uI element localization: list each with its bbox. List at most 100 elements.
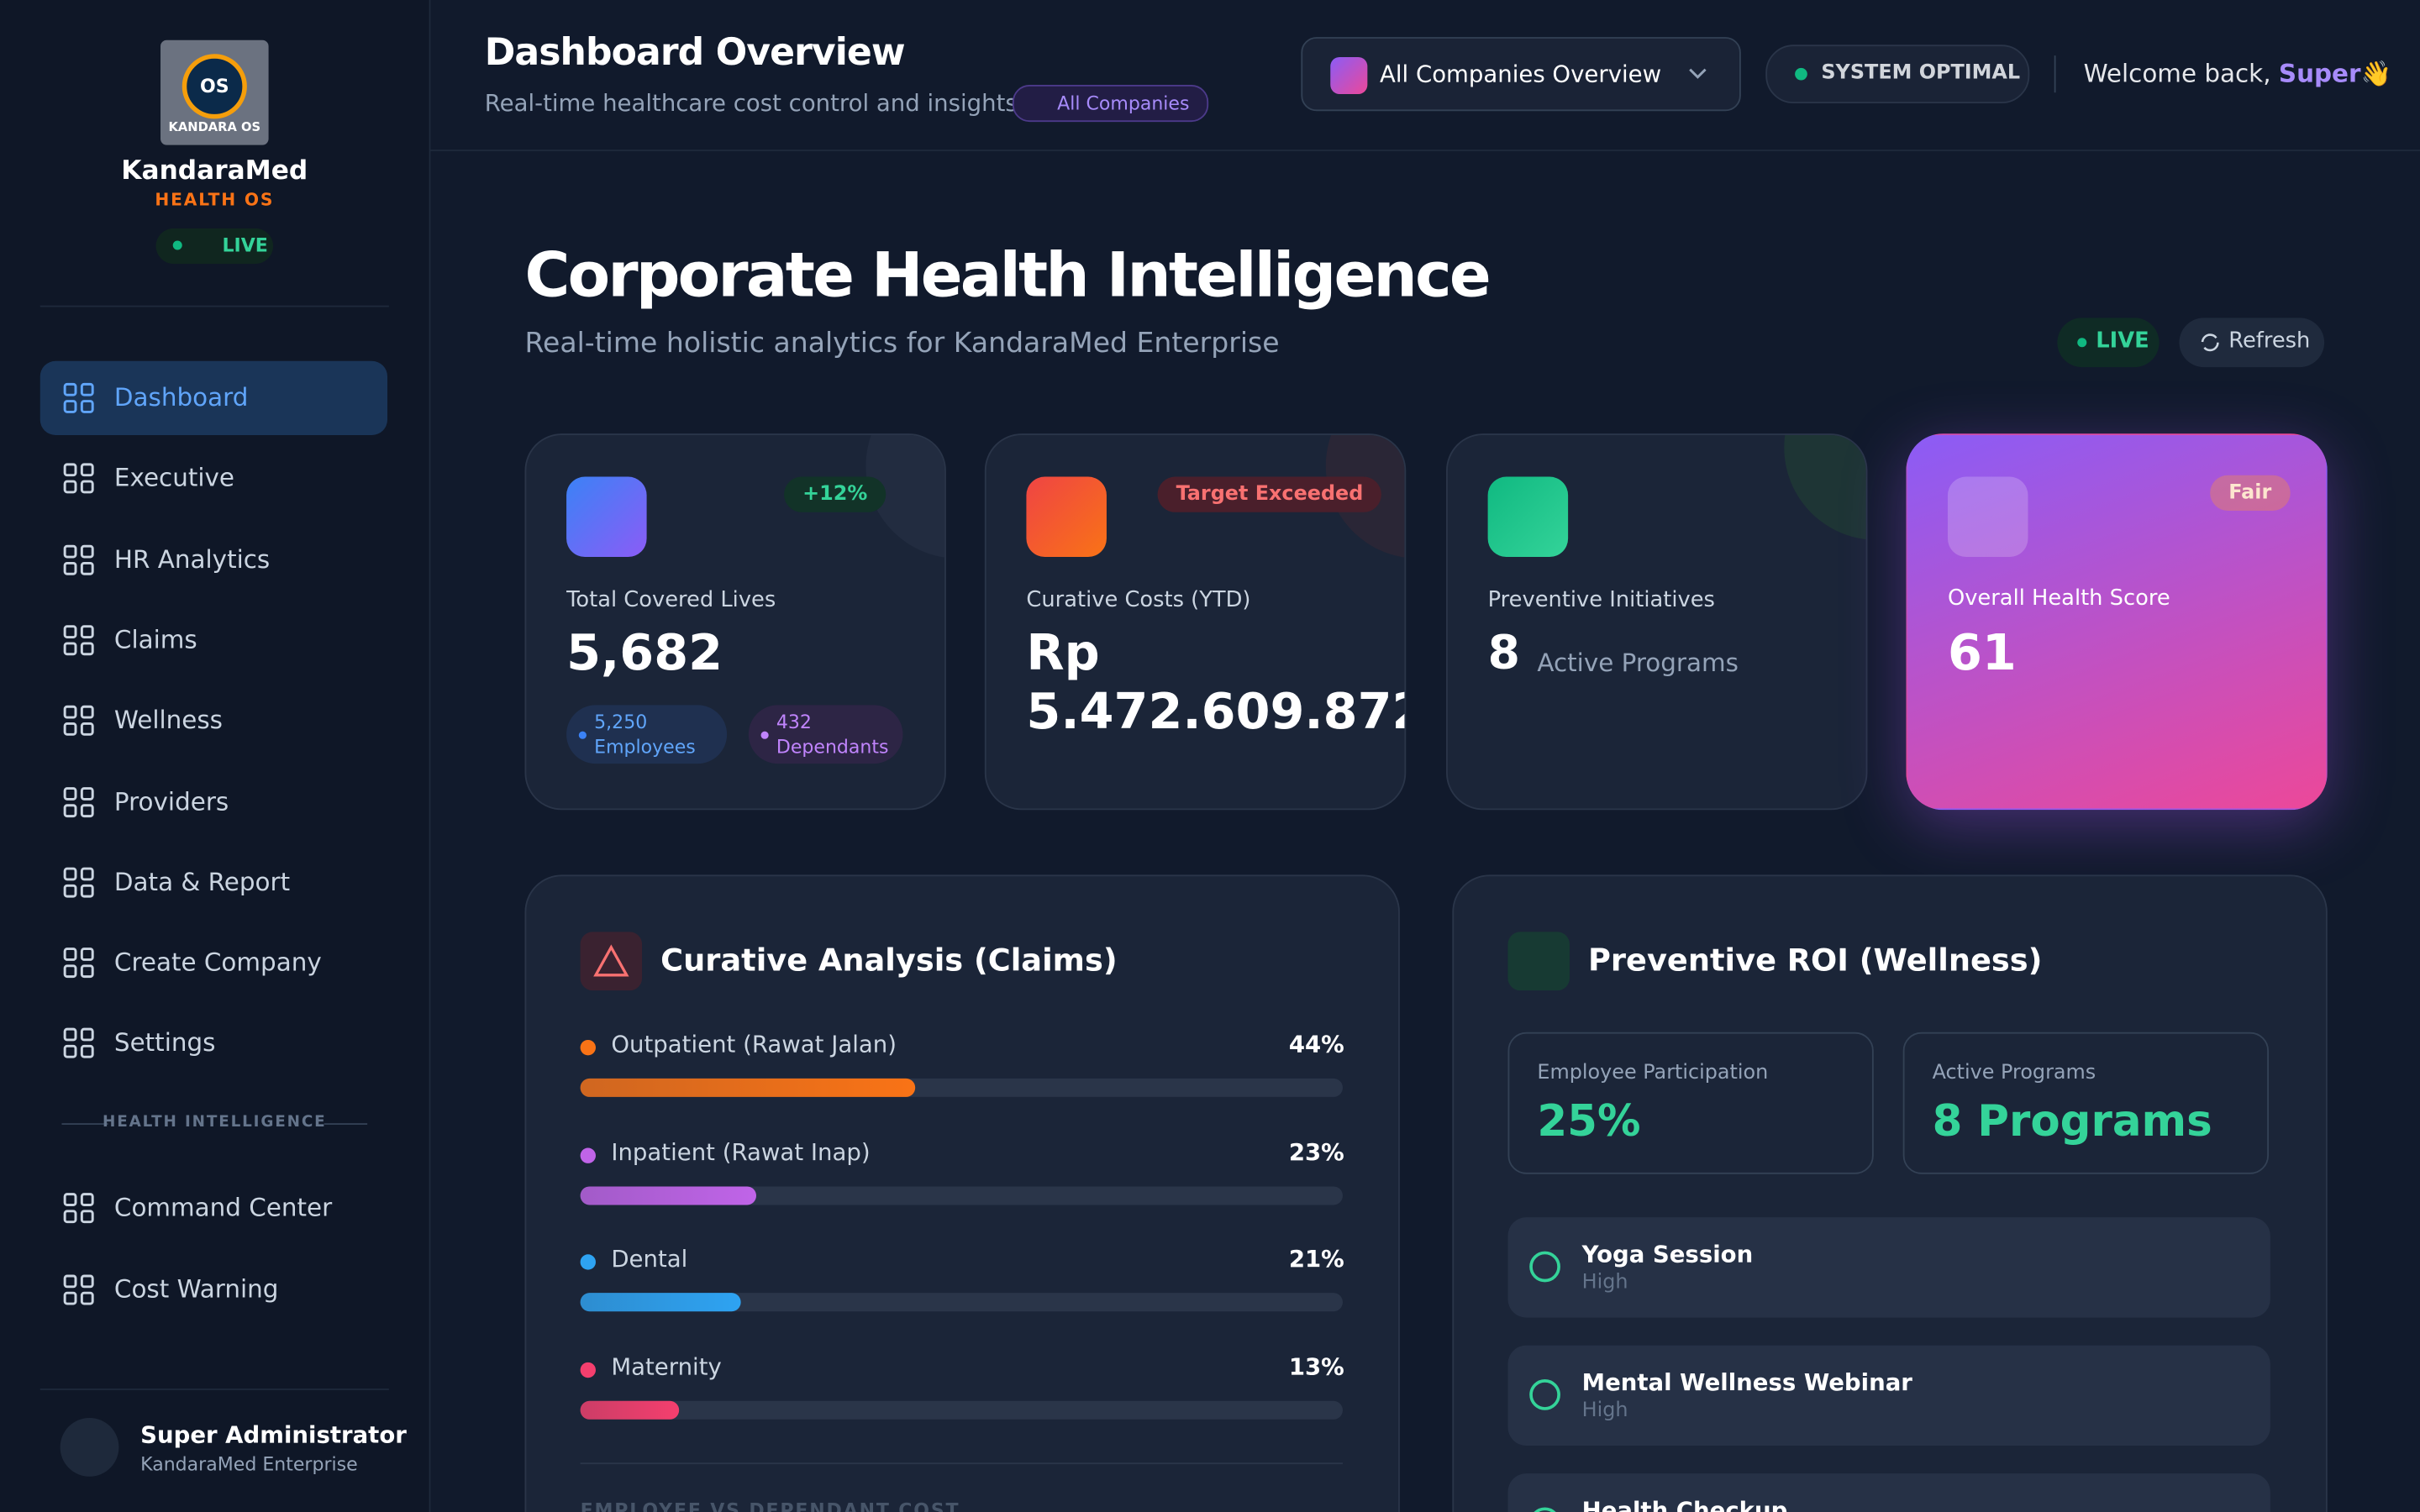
nav-item[interactable]: Wellness xyxy=(40,684,387,758)
preventive-panel: Preventive ROI (Wellness) Employee Parti… xyxy=(1452,874,2328,1512)
company-selector[interactable]: All Companies Overview xyxy=(1301,37,1741,112)
nav-item[interactable]: Command Center xyxy=(40,1171,387,1245)
header-title: Dashboard Overview xyxy=(484,30,906,75)
claim-value: 21% xyxy=(1288,1245,1344,1274)
nav-label: Claims xyxy=(113,624,197,654)
claim-value: 44% xyxy=(1288,1030,1344,1059)
nav-label: Wellness xyxy=(113,705,224,735)
brand: KandaraMed xyxy=(121,155,308,187)
refresh-text: Refresh xyxy=(2228,328,2311,354)
logo-caption: KANDARA OS xyxy=(168,120,261,134)
legend-dot xyxy=(580,1362,596,1378)
welcome-user: Super xyxy=(2278,58,2361,88)
kpi-card: Preventive Initiatives 8 Active Programs xyxy=(1446,433,1868,811)
claim-value: 23% xyxy=(1288,1137,1344,1166)
welcome-text: Welcome back, xyxy=(2083,58,2271,88)
check-icon xyxy=(1529,1507,1560,1512)
kpi-unit: Active Programs xyxy=(1537,648,1739,678)
nav-label: HR Analytics xyxy=(113,543,271,574)
program-level: High xyxy=(1581,1271,1628,1295)
hero-live: LIVE xyxy=(2057,318,2160,368)
kpi-badge: +12% xyxy=(784,476,886,512)
bar-track xyxy=(580,1078,1343,1097)
program-name: Health Checkup xyxy=(1581,1496,1788,1512)
nav-item[interactable]: Data & Report xyxy=(40,845,387,919)
user-org: KandaraMed Enterprise xyxy=(140,1453,358,1475)
live-text: LIVE xyxy=(222,234,268,256)
kpi-value: 8 xyxy=(1487,626,1520,681)
brand-sub: HEALTH OS xyxy=(155,189,275,210)
nav-item[interactable]: Dashboard xyxy=(39,360,388,435)
claim-name: Outpatient (Rawat Jalan) xyxy=(611,1030,897,1059)
program-name: Mental Wellness Webinar xyxy=(1581,1368,1912,1397)
kpi-icon xyxy=(1947,476,2028,558)
claim-name: Inpatient (Rawat Inap) xyxy=(611,1137,871,1166)
stat-value: 25% xyxy=(1537,1095,1641,1147)
program: Mental Wellness Webinar High xyxy=(1507,1345,2270,1446)
nav-item[interactable]: Cost Warning xyxy=(40,1252,387,1326)
stat-label: Employee Participation xyxy=(1537,1061,1769,1085)
bar-track xyxy=(580,1185,1343,1205)
kpi-value: 61 xyxy=(1947,623,2017,682)
stat-box: Employee Participation 25% xyxy=(1507,1032,1874,1174)
next-section: EMPLOYEE VS DEPENDANT COST xyxy=(580,1499,960,1512)
system-status: SYSTEM OPTIMAL xyxy=(1765,45,2030,104)
legend-dot xyxy=(580,1039,596,1056)
claim-name: Maternity xyxy=(611,1352,722,1382)
kpi-label: Total Covered Lives xyxy=(566,587,776,613)
chip: 432 Dependants xyxy=(748,705,903,764)
chip: 5,250 Employees xyxy=(566,705,728,764)
chip-label: Dependants xyxy=(776,736,889,758)
program-level: High xyxy=(1581,1399,1628,1423)
chip-value: 432 xyxy=(776,711,812,733)
kpi-icon xyxy=(1487,476,1569,558)
header xyxy=(430,0,2420,152)
panel-icon xyxy=(580,932,643,991)
program: Yoga Session High xyxy=(1507,1217,2270,1318)
live-badge: LIVE xyxy=(155,228,274,265)
kpi-label: Curative Costs (YTD) xyxy=(1026,587,1251,613)
nav-item[interactable]: Create Company xyxy=(40,926,387,1000)
stat-label: Active Programs xyxy=(1932,1061,2096,1085)
hero-live-text: LIVE xyxy=(2096,328,2149,354)
kpi-label: Overall Health Score xyxy=(1947,585,2170,612)
panel-title: Curative Analysis (Claims) xyxy=(660,941,1118,979)
nav-item[interactable]: Executive xyxy=(40,442,387,516)
nav-label: Data & Report xyxy=(113,866,291,896)
check-icon xyxy=(1529,1251,1560,1283)
chip-value: 5,250 xyxy=(594,711,648,733)
nav-item[interactable]: HR Analytics xyxy=(40,522,387,596)
bar xyxy=(580,1400,680,1420)
bar-track xyxy=(580,1400,1343,1420)
refresh-button[interactable]: Refresh xyxy=(2179,318,2325,368)
nav-item[interactable]: Providers xyxy=(40,764,387,838)
logo: OS KANDARA OS xyxy=(160,39,269,145)
curative-panel: Curative Analysis (Claims) Outpatient (R… xyxy=(524,874,1400,1512)
nav-label: Command Center xyxy=(113,1192,333,1222)
hero-title: Corporate Health Intelligence xyxy=(524,240,1491,312)
stat-box: Active Programs 8 Programs xyxy=(1902,1032,2270,1174)
welcome: Welcome back, Super👋 xyxy=(2084,59,2391,88)
header-subtitle: Real-time healthcare cost control and in… xyxy=(484,89,1018,118)
nav-label: Dashboard xyxy=(113,382,249,412)
program-name: Yoga Session xyxy=(1581,1240,1754,1268)
company-badge[interactable]: All Companies xyxy=(1012,85,1208,123)
kpi-value: Rp 5.472.609.872 xyxy=(1026,623,1407,741)
kpi-badge: Fair xyxy=(2210,475,2291,511)
nav-label: Providers xyxy=(113,785,229,816)
divider xyxy=(39,305,389,307)
bar xyxy=(580,1078,916,1097)
kpi-value: 5,682 xyxy=(566,623,723,682)
nav-item[interactable]: Claims xyxy=(40,603,387,677)
kpi-icon xyxy=(1026,476,1107,558)
bar xyxy=(580,1293,741,1312)
nav-item[interactable]: Settings xyxy=(40,1006,387,1080)
legend-dot xyxy=(580,1147,596,1163)
sidebar: OS KANDARA OS KandaraMed HEALTH OS LIVE … xyxy=(0,0,431,1512)
section-label: HEALTH INTELLIGENCE xyxy=(103,1114,327,1131)
wave: 👋 xyxy=(2360,58,2392,88)
kpi-card: +12% Total Covered Lives 5,682 5,250 Empl… xyxy=(524,433,946,811)
logo-mark: OS xyxy=(182,54,247,119)
